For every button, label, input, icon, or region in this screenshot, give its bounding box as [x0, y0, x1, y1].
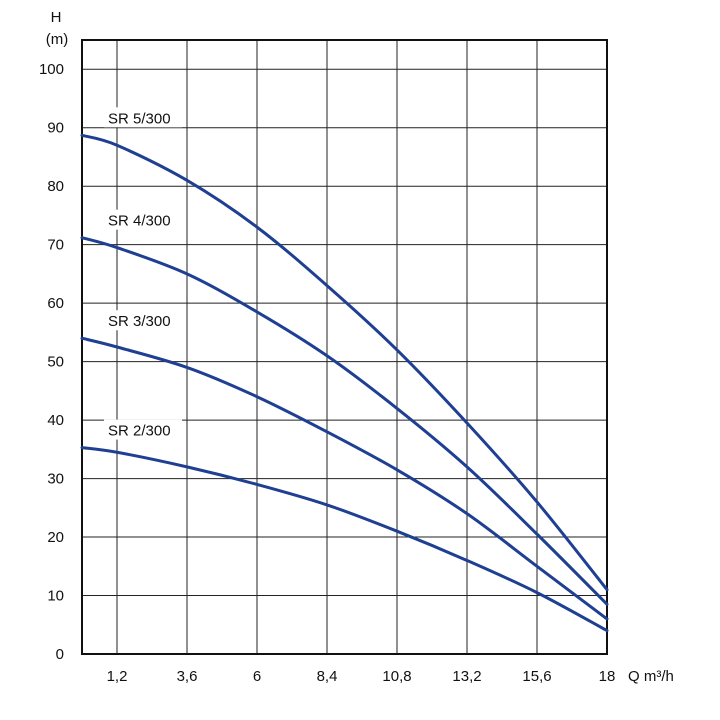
y-tick-label: 60 [47, 295, 64, 312]
y-tick-label: 90 [47, 120, 64, 137]
y-axis-ticks: 0 10 20 30 40 50 60 70 80 90 100 [39, 61, 64, 663]
series-line-sr-2-300 [80, 446, 609, 633]
x-tick-label: 18 [599, 668, 616, 685]
series-labels: SR 5/300 SR 4/300 SR 3/300 SR 2/300 [104, 107, 182, 440]
series-lines [80, 133, 609, 633]
series-label-backing [104, 310, 182, 331]
grid [82, 40, 607, 654]
y-tick-label: 80 [47, 178, 64, 195]
plot-frame [81, 39, 608, 655]
series-label-sr-2-300: SR 2/300 [108, 423, 171, 440]
x-tick-label: 15,6 [522, 668, 551, 685]
series-label-sr-3-300: SR 3/300 [108, 313, 171, 330]
series-line-sr-4-300 [80, 236, 609, 606]
y-tick-label: 0 [56, 646, 64, 663]
y-tick-label: 40 [47, 412, 64, 429]
y-tick-label: 20 [47, 529, 64, 546]
y-tick-label: 50 [47, 354, 64, 371]
y-tick-label: 70 [47, 237, 64, 254]
series-label-backing [104, 107, 182, 128]
y-axis-title: H [51, 9, 62, 26]
y-tick-label: 10 [47, 588, 64, 605]
series-label-sr-5-300: SR 5/300 [108, 110, 171, 127]
series-line-sr-3-300 [80, 336, 609, 621]
y-tick-label: 100 [39, 61, 64, 78]
x-tick-label: 8,4 [317, 668, 338, 685]
series-line-sr-5-300 [80, 133, 609, 592]
x-tick-label: 6 [253, 668, 261, 685]
series-label-backing [104, 209, 182, 230]
x-axis-ticks: 1,2 3,6 6 8,4 10,8 13,2 15,6 18 [107, 668, 616, 685]
series-label-sr-4-300: SR 4/300 [108, 213, 171, 230]
x-tick-label: 3,6 [177, 668, 198, 685]
x-tick-label: 1,2 [107, 668, 128, 685]
y-axis-unit: (m) [46, 31, 69, 48]
y-tick-label: 30 [47, 471, 64, 488]
x-tick-label: 10,8 [382, 668, 411, 685]
series-label-backing [104, 419, 182, 440]
x-tick-label: 13,2 [452, 668, 481, 685]
x-axis-title: Q m³/h [628, 668, 674, 685]
